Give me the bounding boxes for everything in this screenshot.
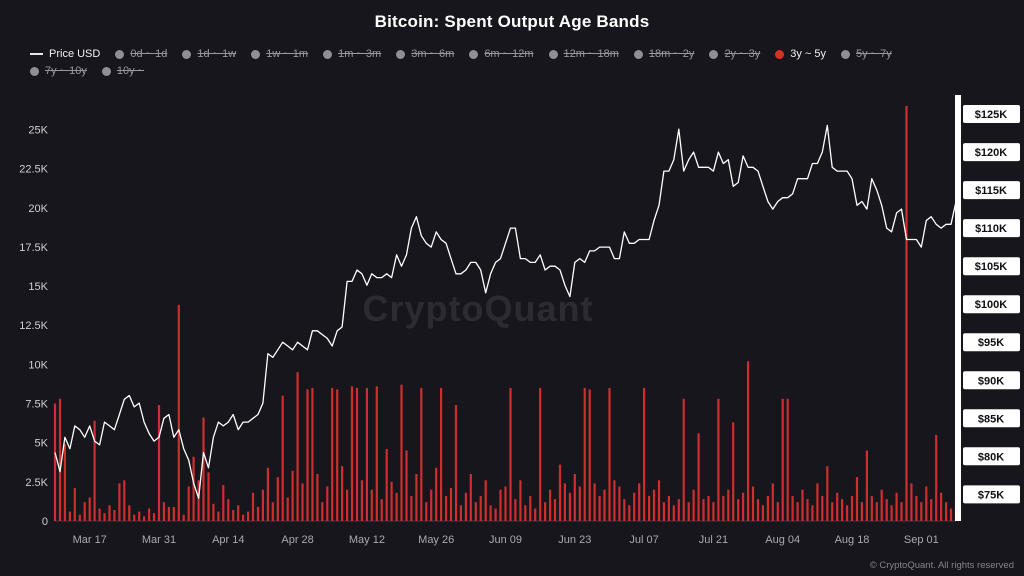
series-dot-icon <box>182 49 192 59</box>
svg-text:22.5K: 22.5K <box>19 164 48 176</box>
legend-item-3m-6m[interactable]: 3m ~ 6m <box>396 48 454 60</box>
svg-text:Apr 14: Apr 14 <box>212 534 244 546</box>
price-line <box>54 124 957 499</box>
svg-text:2.5K: 2.5K <box>25 477 48 489</box>
svg-text:Aug 04: Aug 04 <box>765 534 800 546</box>
series-dot-icon <box>469 49 479 59</box>
copyright-text: © CryptoQuant. All rights reserved <box>869 560 1014 571</box>
svg-text:Mar 31: Mar 31 <box>142 534 176 546</box>
legend-item-label: 2y ~ 3y <box>724 48 761 60</box>
x-axis-labels: Mar 17 Mar 31 Apr 14 Apr 28 May 12 May 26 Jun … <box>73 534 939 546</box>
svg-text:7.5K: 7.5K <box>25 399 48 411</box>
legend-item-label: 10y ~ <box>116 65 145 77</box>
legend-item-label: 18m ~ 2y <box>648 48 695 60</box>
svg-text:0: 0 <box>42 516 48 528</box>
svg-text:May 12: May 12 <box>349 534 385 546</box>
svg-text:10K: 10K <box>28 359 48 371</box>
legend-item-7y-10y[interactable]: 7y ~ 10y <box>30 65 87 77</box>
svg-text:Jun 09: Jun 09 <box>489 534 522 546</box>
svg-text:$75K: $75K <box>978 489 1004 501</box>
legend-item-label: 6m ~ 12m <box>484 48 534 60</box>
svg-text:12.5K: 12.5K <box>19 320 48 332</box>
legend-item-1m-3m[interactable]: 1m ~ 3m <box>323 48 381 60</box>
legend-item-price-usd[interactable]: Price USD <box>30 48 100 60</box>
left-axis-labels: 0 2.5K 5K 7.5K 10K 12.5K 15K 17.5K 20K 22.5K 25K <box>19 125 48 529</box>
svg-text:$115K: $115K <box>975 185 1007 197</box>
legend-item-2y-3y[interactable]: 2y ~ 3y <box>709 48 760 60</box>
svg-text:Jun 23: Jun 23 <box>558 534 591 546</box>
right-axis-strip <box>955 95 961 521</box>
svg-text:Jul 07: Jul 07 <box>629 534 658 546</box>
legend-item-label: 1m ~ 3m <box>338 48 382 60</box>
svg-text:$120K: $120K <box>975 147 1007 159</box>
price-line-marker-icon <box>30 53 43 55</box>
svg-text:Jul 21: Jul 21 <box>699 534 728 546</box>
series-dot-icon <box>841 49 850 59</box>
legend-item-label: 12m ~ 18m <box>563 48 619 60</box>
series-dot-icon <box>633 49 643 59</box>
svg-text:Mar 17: Mar 17 <box>73 534 107 546</box>
svg-text:25K: 25K <box>28 125 48 137</box>
svg-text:17.5K: 17.5K <box>19 242 48 254</box>
page-title: Bitcoin: Spent Output Age Bands <box>374 12 650 31</box>
legend-item-label: 1w ~ 1m <box>266 48 309 60</box>
series-dot-icon <box>101 66 111 76</box>
legend-item-label: 3m ~ 6m <box>411 48 455 60</box>
legend-item-1d-1w[interactable]: 1d ~ 1w <box>182 48 236 60</box>
legend-item-6m-12m[interactable]: 6m ~ 12m <box>469 48 534 60</box>
series-dot-icon <box>548 49 558 59</box>
series-dot-icon <box>30 66 39 76</box>
svg-text:15K: 15K <box>28 281 48 293</box>
svg-text:$90K: $90K <box>978 375 1004 387</box>
legend-item-12m-18m[interactable]: 12m ~ 18m <box>548 48 619 60</box>
legend-item-label: 3y ~ 5y <box>790 48 826 60</box>
legend: Price USD 0d ~ 1d 1d ~ 1w 1w ~ 1m 1m ~ 3m 3m … <box>30 48 950 77</box>
legend-item-3y-5y[interactable]: 3y ~ 5y <box>775 48 826 60</box>
series-dot-icon <box>709 49 719 59</box>
legend-item-label: 7y ~ 10y <box>45 65 87 77</box>
series-dot-icon <box>251 49 261 59</box>
series-dot-icon <box>775 49 785 59</box>
legend-item-label: 1d ~ 1w <box>197 48 237 60</box>
svg-text:$95K: $95K <box>978 337 1004 349</box>
svg-text:Aug 18: Aug 18 <box>835 534 870 546</box>
legend-item-0d-1d[interactable]: 0d ~ 1d <box>115 48 167 60</box>
svg-text:Sep 01: Sep 01 <box>904 534 939 546</box>
legend-item-18m-2y[interactable]: 18m ~ 2y <box>633 48 695 60</box>
series-dot-icon <box>323 49 333 59</box>
svg-text:5K: 5K <box>35 438 49 450</box>
svg-text:20K: 20K <box>28 203 48 215</box>
legend-item-label: Price USD <box>49 48 101 60</box>
svg-text:$100K: $100K <box>975 299 1007 311</box>
legend-item-10y[interactable]: 10y ~ <box>101 65 145 77</box>
legend-item-1w-1m[interactable]: 1w ~ 1m <box>251 48 308 60</box>
svg-text:$105K: $105K <box>975 261 1007 273</box>
legend-item-label: 5y ~ 7y <box>856 48 892 60</box>
right-axis-labels: $75K $80K $85K $90K $95K $100K $105K $110K $115K… <box>963 105 1020 504</box>
series-dot-icon <box>115 49 125 59</box>
legend-item-label: 0d ~ 1d <box>130 48 168 60</box>
svg-text:May 26: May 26 <box>418 534 454 546</box>
bars-3y-5y <box>53 106 958 522</box>
legend-item-5y-7y[interactable]: 5y ~ 7y <box>841 48 892 60</box>
series-dot-icon <box>396 49 406 59</box>
svg-text:$80K: $80K <box>978 451 1004 463</box>
svg-text:Apr 28: Apr 28 <box>281 534 313 546</box>
svg-text:$85K: $85K <box>978 413 1004 425</box>
svg-text:$110K: $110K <box>975 223 1007 235</box>
svg-text:$125K: $125K <box>975 109 1007 121</box>
